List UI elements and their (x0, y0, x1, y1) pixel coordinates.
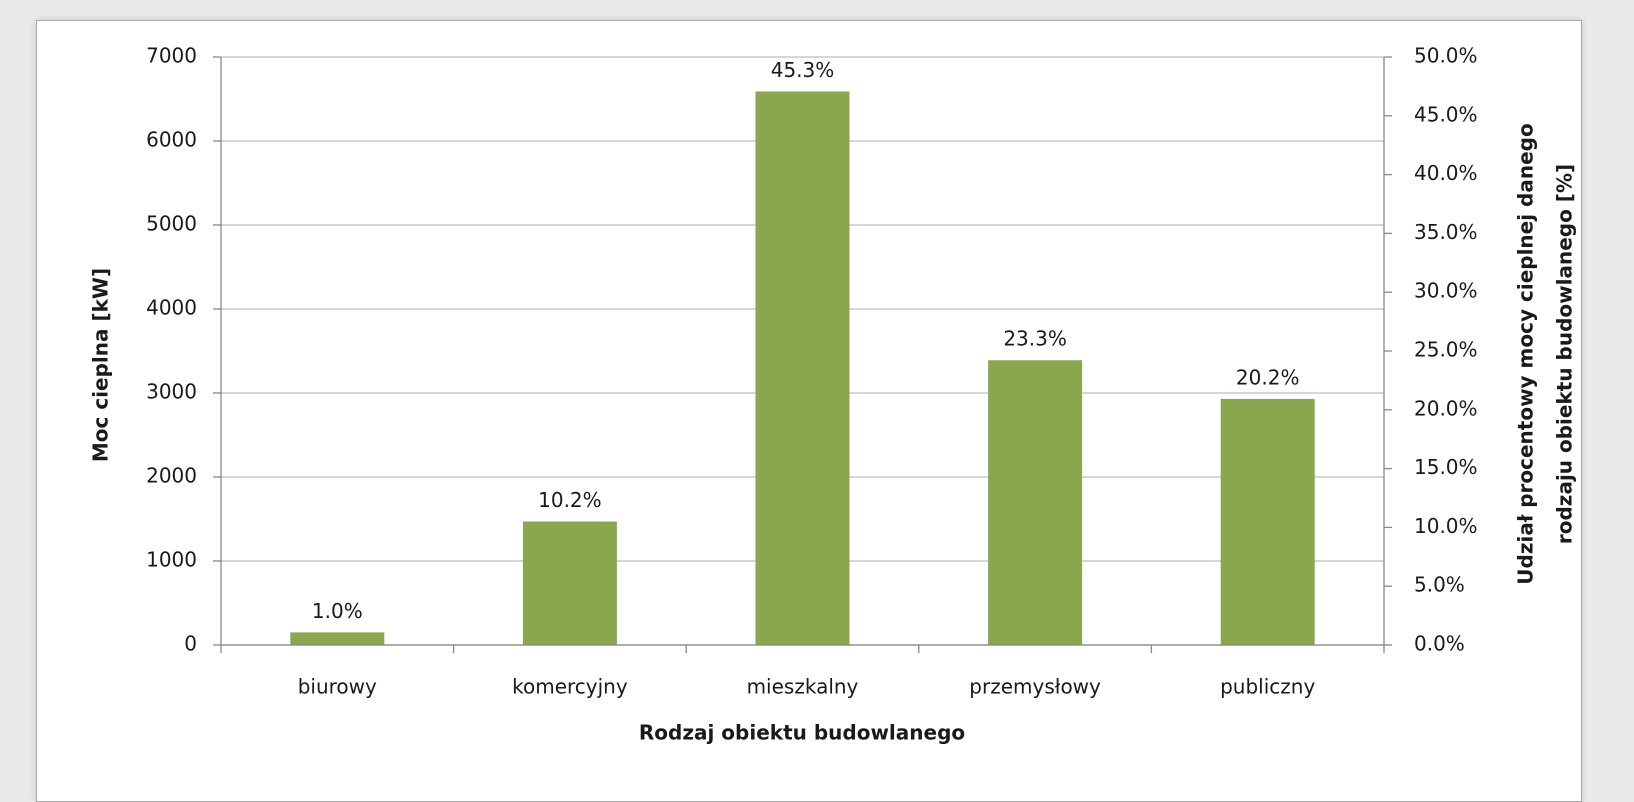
x-tick-label: mieszkalny (747, 675, 859, 699)
x-tick-label: przemysłowy (969, 675, 1101, 699)
bar (755, 91, 850, 645)
y2-tick-label: 50.0% (1414, 44, 1478, 68)
data-label: 1.0% (312, 599, 363, 623)
x-tick-label: publiczny (1220, 675, 1315, 699)
y-tick-label: 1000 (146, 548, 197, 572)
bar (988, 360, 1083, 645)
y2-tick-label: 40.0% (1414, 161, 1478, 185)
y2-tick-label: 45.0% (1414, 102, 1478, 126)
data-label: 10.2% (538, 488, 602, 512)
y-tick-label: 2000 (146, 464, 197, 488)
y-tick-label: 3000 (146, 380, 197, 404)
x-axis-title: Rodzaj obiektu budowlanego (639, 721, 965, 745)
y-axis-title: Moc cieplna [kW] (89, 268, 113, 462)
y2-tick-label: 5.0% (1414, 573, 1465, 597)
y-tick-label: 0 (184, 632, 197, 656)
y2-axis-title: rodzaju obiektu budowlanego [%] (1553, 164, 1577, 544)
data-label: 20.2% (1236, 365, 1300, 389)
y2-tick-label: 35.0% (1414, 220, 1478, 244)
y2-tick-label: 0.0% (1414, 632, 1465, 656)
bar (1220, 398, 1315, 645)
bar (290, 632, 385, 645)
y-tick-label: 5000 (146, 212, 197, 236)
y-tick-label: 6000 (146, 128, 197, 152)
y2-tick-label: 20.0% (1414, 396, 1478, 420)
data-label: 23.3% (1003, 327, 1067, 351)
y2-tick-label: 10.0% (1414, 514, 1478, 538)
y-tick-label: 7000 (146, 44, 197, 68)
data-label: 45.3% (771, 58, 835, 82)
y2-tick-label: 25.0% (1414, 338, 1478, 362)
y2-tick-label: 15.0% (1414, 455, 1478, 479)
y-tick-label: 4000 (146, 296, 197, 320)
y2-axis-title: Udział procentowy mocy cieplnej danego (1514, 123, 1538, 584)
y2-tick-label: 30.0% (1414, 279, 1478, 303)
x-tick-label: komercyjny (512, 675, 628, 699)
bar (522, 521, 617, 645)
x-tick-label: biurowy (298, 675, 377, 699)
